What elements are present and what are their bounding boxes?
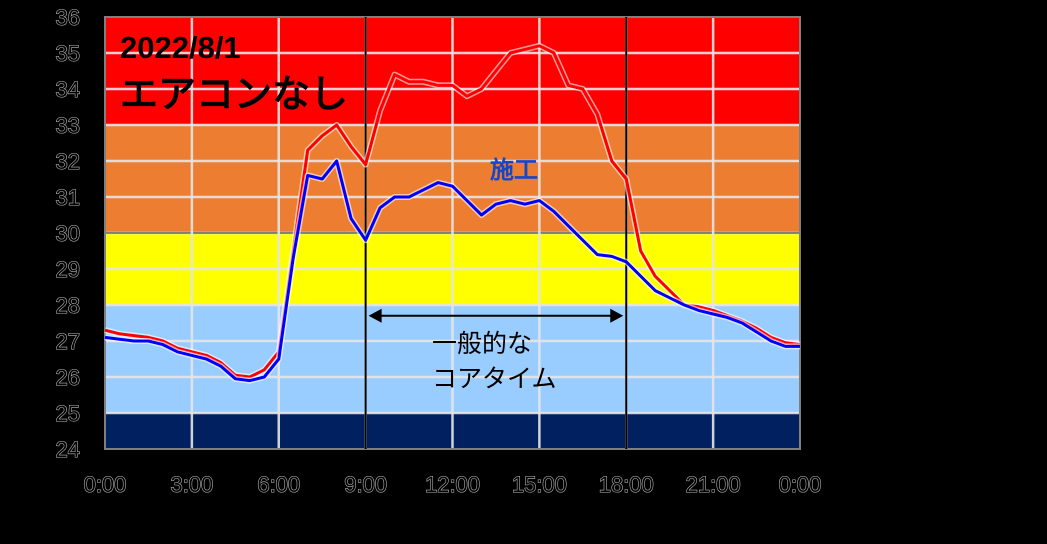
y-axis-ticks: 24 25 26 27 28 29 30 31 32 33 34 35 36 bbox=[55, 4, 81, 462]
y-tick-label: 29 bbox=[56, 257, 80, 282]
y-tick-label: 36 bbox=[56, 5, 80, 30]
data-series bbox=[104, 42, 801, 384]
plot-frame bbox=[104, 16, 801, 450]
series-label-sekou: 施工 bbox=[490, 156, 538, 184]
series-line-sekou bbox=[104, 159, 800, 383]
y-tick-label: 31 bbox=[56, 185, 80, 210]
y-tick-label: 26 bbox=[56, 365, 80, 390]
x-tick-label: 12:00 bbox=[425, 472, 480, 497]
y-tick-label: 35 bbox=[56, 41, 80, 66]
arrow-head-left bbox=[368, 308, 382, 323]
x-tick-label: 0:00 bbox=[84, 472, 127, 497]
y-tick-label: 27 bbox=[56, 329, 80, 354]
x-tick-label: 0:00 bbox=[779, 472, 822, 497]
arrow-head-right bbox=[610, 308, 624, 323]
x-tick-label: 18:00 bbox=[599, 472, 654, 497]
x-tick-label: 6:00 bbox=[257, 472, 300, 497]
x-axis-ticks: 0:00 3:00 6:00 9:00 12:00 15:00 18:00 21:00 0:00 bbox=[83, 471, 822, 497]
y-tick-label: 34 bbox=[56, 77, 80, 102]
y-tick-label: 24 bbox=[56, 437, 80, 462]
x-tick-label: 3:00 bbox=[170, 472, 213, 497]
y-tick-label: 30 bbox=[56, 221, 80, 246]
x-tick-label: 9:00 bbox=[344, 472, 387, 497]
core-time-arrow bbox=[368, 308, 624, 323]
chart-subtitle: エアコンなし bbox=[120, 72, 348, 116]
x-tick-label: 15:00 bbox=[512, 472, 567, 497]
y-tick-label: 32 bbox=[56, 149, 80, 174]
x-tick-label: 21:00 bbox=[686, 472, 741, 497]
chart-title: 2022/8/1 bbox=[120, 30, 241, 65]
y-tick-label: 25 bbox=[56, 401, 80, 426]
core-time-label-line1: 一般的な bbox=[432, 329, 532, 358]
y-tick-label: 33 bbox=[56, 113, 80, 138]
y-tick-label: 28 bbox=[56, 293, 80, 318]
core-time-label-line2: コアタイム bbox=[432, 364, 557, 393]
